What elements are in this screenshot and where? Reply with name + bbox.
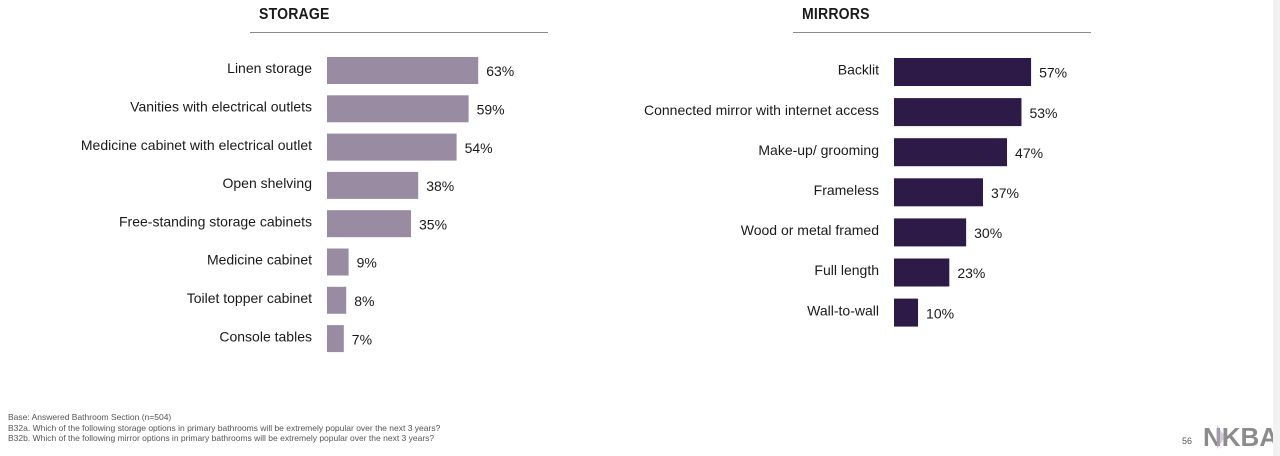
value-label: 37% — [991, 185, 1019, 201]
category-label: Toilet topper cabinet — [187, 290, 312, 306]
bar — [327, 171, 419, 199]
category-label: Open shelving — [222, 175, 312, 191]
bar — [894, 138, 1008, 167]
value-label: 23% — [957, 265, 985, 281]
bar — [894, 178, 983, 207]
bar — [327, 286, 347, 314]
category-label: Wood or metal framed — [741, 222, 879, 238]
value-label: 54% — [465, 140, 493, 156]
category-label: Console tables — [219, 328, 312, 344]
footer-base: Base: Answered Bathroom Section (n=504) — [8, 412, 172, 422]
category-label: Vanities with electrical outlets — [130, 99, 312, 115]
value-label: 59% — [477, 102, 505, 118]
bar — [894, 218, 967, 247]
storage-bar-chart: Linen storage 63% Vanities with electrical… — [81, 57, 514, 353]
value-label: 7% — [352, 331, 372, 347]
bar — [894, 258, 950, 287]
category-label: Linen storage — [227, 60, 312, 76]
value-label: 63% — [486, 63, 514, 79]
footer-question-storage: B32a. Which of the following storage opt… — [8, 422, 441, 433]
nkba-logo: NKBA — [1203, 422, 1275, 451]
category-label: Free-standing storage cabinets — [119, 213, 312, 229]
value-label: 57% — [1039, 65, 1067, 81]
value-label: 10% — [926, 305, 954, 321]
mirrors-bar-chart: Backlit 57% Connected mirror with internet… — [644, 58, 1067, 327]
footer-notes: Base: Answered Bathroom Section (n=504) … — [8, 412, 440, 444]
bar — [327, 248, 349, 276]
category-label: Backlit — [838, 62, 879, 78]
mirrors-title: MIRRORS — [802, 6, 870, 23]
category-label: Medicine cabinet — [207, 252, 312, 268]
bar — [327, 95, 469, 123]
value-label: 35% — [419, 216, 447, 232]
category-label: Connected mirror with internet access — [644, 102, 879, 118]
storage-title-rule — [250, 32, 548, 33]
bar — [894, 98, 1022, 127]
value-label: 38% — [426, 178, 454, 194]
value-label: 53% — [1029, 105, 1057, 121]
category-label: Make-up/ grooming — [758, 142, 879, 158]
bar — [327, 133, 457, 161]
value-label: 47% — [1015, 145, 1043, 161]
logo-text: NKBA — [1203, 422, 1275, 451]
value-label: 8% — [354, 293, 374, 309]
category-label: Medicine cabinet with electrical outlet — [81, 137, 312, 153]
mirrors-title-rule — [793, 32, 1091, 33]
bar — [894, 298, 919, 327]
value-label: 9% — [357, 255, 377, 271]
bar — [327, 325, 344, 353]
page-number: 56 — [1182, 436, 1193, 446]
value-label: 30% — [974, 225, 1002, 241]
bar — [894, 58, 1032, 86]
storage-title: STORAGE — [259, 6, 330, 23]
category-label: Wall-to-wall — [807, 302, 879, 318]
bar — [327, 210, 411, 238]
category-label: Full length — [814, 262, 879, 278]
right-edge-strip — [1273, 0, 1280, 456]
bar — [327, 57, 479, 84]
category-label: Frameless — [814, 182, 879, 198]
footer-question-mirrors: B32b. Which of the following mirror opti… — [8, 433, 435, 443]
